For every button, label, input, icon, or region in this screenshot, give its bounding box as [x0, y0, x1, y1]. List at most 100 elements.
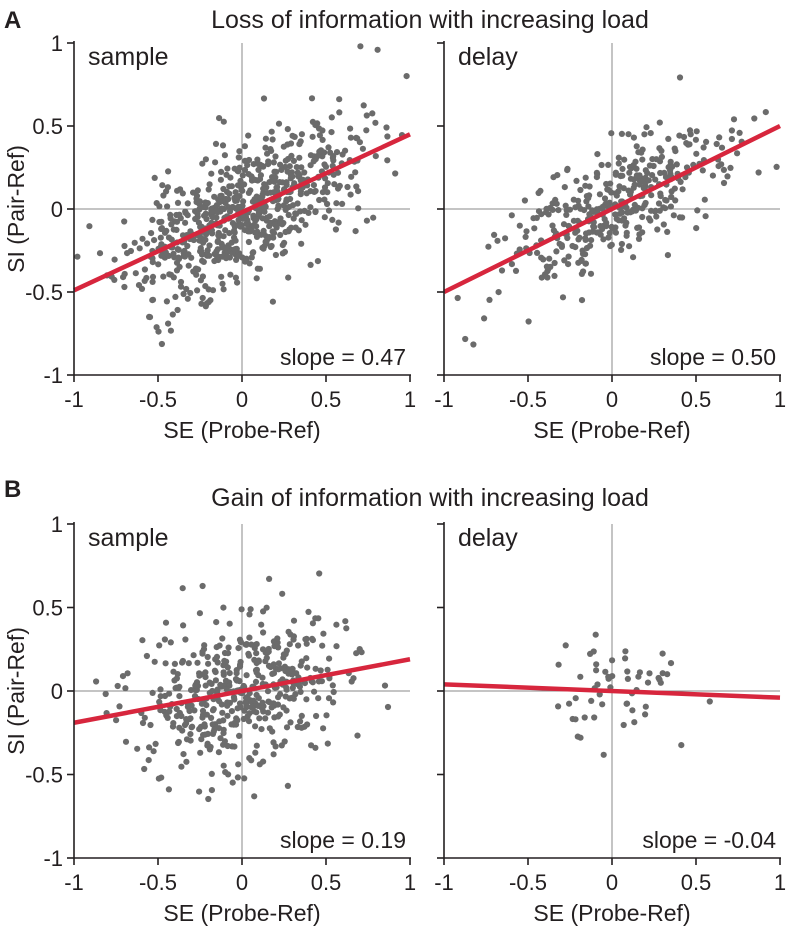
- y-tick-label: 0: [51, 197, 63, 222]
- data-point: [642, 703, 649, 710]
- data-point: [534, 249, 541, 256]
- data-point: [344, 183, 351, 191]
- data-point: [673, 161, 680, 168]
- data-point: [508, 212, 515, 219]
- data-point: [245, 650, 252, 658]
- x-tick-label: 0.5: [311, 870, 342, 895]
- data-point: [658, 147, 665, 154]
- data-point: [182, 219, 189, 226]
- data-point: [679, 214, 686, 221]
- x-tick-label: -1: [434, 387, 454, 412]
- data-point: [146, 314, 154, 321]
- data-point: [599, 225, 606, 233]
- data-point: [636, 231, 643, 238]
- data-point: [283, 196, 290, 203]
- x-axis-label: SE (Probe-Ref): [163, 900, 320, 926]
- data-point: [582, 182, 589, 189]
- data-point: [279, 179, 286, 186]
- data-point: [170, 274, 177, 281]
- data-point: [121, 242, 128, 250]
- data-point: [151, 237, 158, 244]
- data-point: [270, 189, 277, 196]
- y-tick-label: -1: [43, 363, 63, 388]
- data-point: [635, 224, 643, 231]
- data-point: [248, 641, 255, 648]
- data-point: [226, 190, 233, 197]
- data-point: [236, 663, 244, 670]
- data-point: [124, 250, 131, 257]
- data-point: [403, 73, 410, 80]
- data-point: [162, 619, 170, 626]
- data-point: [208, 770, 215, 778]
- data-point: [158, 252, 165, 259]
- panel-title: delay: [458, 43, 518, 71]
- data-point: [246, 755, 253, 762]
- data-point: [239, 172, 246, 179]
- data-point: [508, 261, 515, 268]
- data-point: [699, 167, 706, 174]
- data-point: [234, 279, 241, 286]
- data-point: [111, 276, 118, 283]
- data-point: [212, 677, 219, 684]
- data-point: [121, 270, 128, 278]
- y-axis-label: SI (Pair-Ref): [3, 627, 29, 755]
- data-point: [277, 665, 284, 672]
- data-point: [122, 685, 129, 692]
- data-point: [236, 148, 243, 155]
- data-point: [700, 144, 707, 151]
- data-point: [214, 246, 221, 253]
- data-point: [253, 216, 260, 223]
- data-point: [585, 195, 592, 202]
- data-point: [372, 119, 379, 126]
- data-point: [716, 134, 723, 141]
- data-point: [272, 153, 279, 160]
- data-point: [281, 738, 288, 745]
- data-point: [638, 178, 645, 185]
- data-point: [131, 239, 138, 246]
- data-point: [262, 715, 269, 722]
- data-point: [640, 185, 647, 192]
- data-point: [278, 166, 285, 173]
- data-point: [751, 115, 758, 122]
- data-point: [262, 144, 269, 151]
- data-point: [167, 639, 174, 646]
- data-point: [213, 619, 220, 626]
- data-point: [238, 187, 245, 194]
- data-point: [298, 164, 305, 171]
- scatter-points: [74, 43, 410, 348]
- data-point: [93, 678, 100, 685]
- data-point: [623, 219, 630, 226]
- data-point: [243, 641, 250, 648]
- data-point: [161, 692, 169, 700]
- data-point: [276, 711, 283, 718]
- data-point: [312, 208, 319, 215]
- data-point: [222, 244, 229, 252]
- data-point: [187, 289, 194, 297]
- data-point: [297, 718, 304, 725]
- data-point: [280, 143, 287, 150]
- data-point: [215, 256, 222, 264]
- data-point: [303, 696, 310, 703]
- slope-annotation: slope = -0.04: [642, 827, 776, 853]
- data-point: [222, 677, 230, 684]
- data-point: [253, 641, 260, 648]
- scatter-points: [93, 570, 392, 803]
- data-point: [161, 229, 169, 236]
- data-point: [311, 688, 318, 695]
- data-point: [236, 732, 243, 740]
- data-point: [246, 710, 253, 717]
- data-point: [664, 252, 672, 259]
- x-tick-label: -0.5: [139, 870, 177, 895]
- data-point: [572, 204, 579, 211]
- data-point: [247, 606, 254, 613]
- data-point: [618, 240, 626, 248]
- data-point: [561, 184, 568, 191]
- data-point: [225, 644, 232, 651]
- data-point: [206, 242, 213, 249]
- data-point: [709, 172, 717, 179]
- data-point: [256, 265, 263, 272]
- data-point: [616, 183, 623, 190]
- data-point: [236, 164, 243, 171]
- data-point: [147, 721, 154, 729]
- data-point: [182, 636, 189, 643]
